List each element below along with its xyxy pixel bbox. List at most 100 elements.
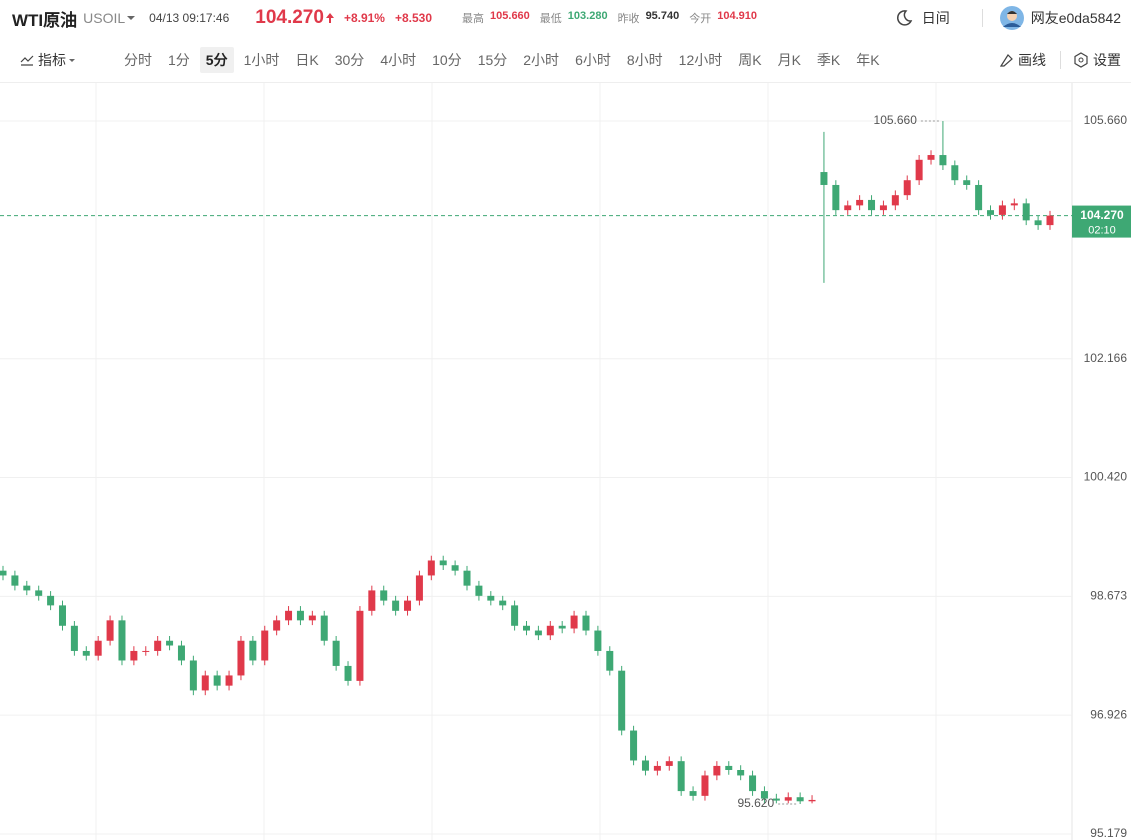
toolbar: 指标 分时 1分 5分 1小时 日K 30分 4小时 10分 15分 2小时 6小时 8小时 12小时周… xyxy=(0,38,1131,83)
candle-body xyxy=(689,791,697,796)
y-tick-label: 95.179 xyxy=(1090,826,1127,840)
divider xyxy=(981,9,983,27)
candle-body xyxy=(772,798,780,801)
draw-icon xyxy=(999,54,1013,67)
candle-body xyxy=(760,791,768,799)
candle-body xyxy=(404,600,412,611)
avatar[interactable] xyxy=(999,5,1025,31)
candle-body xyxy=(570,615,578,629)
candle-body xyxy=(23,585,31,591)
marker-label: 95.620 xyxy=(737,796,774,810)
candle-body xyxy=(975,184,983,211)
candle-body xyxy=(558,625,566,629)
settings-icon xyxy=(1074,52,1088,68)
candle-body xyxy=(523,625,530,631)
price: 104.270 xyxy=(255,7,324,28)
candle-body xyxy=(308,615,316,621)
candle-body xyxy=(856,199,864,206)
candle-body xyxy=(641,760,649,771)
candle-body xyxy=(11,575,19,586)
candle-body xyxy=(415,575,423,601)
candle-body xyxy=(546,625,554,636)
period-tab[interactable]: 日K xyxy=(295,52,319,68)
candle-body xyxy=(784,797,792,801)
settings[interactable]: 设置 xyxy=(1093,52,1121,68)
candle-body xyxy=(963,180,971,185)
candle-body xyxy=(939,155,947,166)
y-tick-label: 98.673 xyxy=(1090,589,1127,603)
period-tab[interactable]: 2小时 xyxy=(523,52,560,68)
change: +8.530 xyxy=(394,11,433,25)
draw-tool[interactable]: 画线 xyxy=(1018,52,1046,68)
up-arrow xyxy=(325,13,334,23)
candle-body xyxy=(368,590,376,611)
candle-body xyxy=(237,640,245,676)
moon-icon[interactable] xyxy=(894,8,914,28)
indicator[interactable]: 指标 xyxy=(38,52,66,68)
stats: 最高 105.660 最低 103.280 昨收 95.740 今开 104.910 xyxy=(462,10,767,26)
period-tab[interactable]: 月K xyxy=(777,52,801,68)
divider xyxy=(1060,51,1061,69)
candle-body xyxy=(475,585,483,596)
period-tab[interactable]: 1小时 xyxy=(243,52,280,68)
change-pct: +8.91% xyxy=(343,11,385,25)
dropdown-icon xyxy=(127,16,136,20)
candle-body xyxy=(879,205,887,211)
mode[interactable]: 日间 xyxy=(921,10,950,26)
stat-value: 95.740 xyxy=(645,10,680,22)
candle-body xyxy=(606,650,614,671)
candle-body xyxy=(891,195,899,206)
period-tab[interactable]: 1分 xyxy=(168,52,190,68)
candle-body xyxy=(951,165,959,181)
indicator-icon xyxy=(20,55,34,66)
period-tab[interactable]: 周K xyxy=(738,52,762,68)
candle-body xyxy=(213,675,221,686)
candle-body xyxy=(618,670,626,731)
candle-body xyxy=(130,650,138,661)
period-tab[interactable]: 年K xyxy=(856,52,880,68)
candle-body xyxy=(844,205,852,211)
candle-body xyxy=(35,590,43,596)
name: WTI原油 xyxy=(12,10,78,30)
candle-body xyxy=(737,770,745,776)
period-tab[interactable]: 10分 xyxy=(432,52,462,68)
header: WTI原油 USOIL 04/13 09:17:46 104.270 +8.91… xyxy=(0,0,1131,36)
candle-body xyxy=(534,630,542,636)
countdown: 02:10 xyxy=(1088,224,1116,236)
period-tab[interactable]: 8小时 xyxy=(626,52,663,68)
symbol[interactable]: USOIL xyxy=(83,10,126,26)
time: 04/13 09:17:46 xyxy=(149,11,230,25)
period-tab[interactable]: 12小时 xyxy=(678,52,723,68)
period-tab[interactable]: 季K xyxy=(816,52,841,68)
period-tab[interactable]: 6小时 xyxy=(575,52,611,68)
candle-body xyxy=(665,761,673,766)
candle-body xyxy=(487,595,495,601)
candle-body xyxy=(380,590,388,601)
period-tab[interactable]: 5分 xyxy=(199,47,234,73)
stat-value: 105.660 xyxy=(490,10,530,22)
candle-body xyxy=(1010,203,1018,206)
period-tab[interactable]: 30分 xyxy=(334,52,365,68)
chart: 105.660 102.166 100.420 98.673 96.926 95.179 1… xyxy=(0,83,1131,840)
candle-body xyxy=(749,775,757,792)
candle-body xyxy=(1022,203,1030,221)
user[interactable]: 网友e0da5842 xyxy=(1030,10,1121,26)
candle-body xyxy=(225,675,233,686)
candle-body xyxy=(94,640,102,656)
time-grid xyxy=(95,83,937,840)
period-tab[interactable]: 分时 xyxy=(124,52,152,68)
candle-body xyxy=(189,660,197,691)
candle-body xyxy=(820,172,828,185)
period-tab[interactable]: 4小时 xyxy=(380,52,417,68)
candle-body xyxy=(58,605,66,626)
last-price-box xyxy=(1072,205,1131,238)
candle-body xyxy=(439,560,447,566)
candle-body xyxy=(868,199,876,211)
period-tab[interactable]: 15分 xyxy=(477,52,508,68)
candle-body xyxy=(463,570,471,586)
dropdown-icon xyxy=(69,59,75,62)
stat-value: 103.280 xyxy=(567,10,608,22)
candle-body xyxy=(392,600,400,611)
candle-body xyxy=(725,765,733,771)
